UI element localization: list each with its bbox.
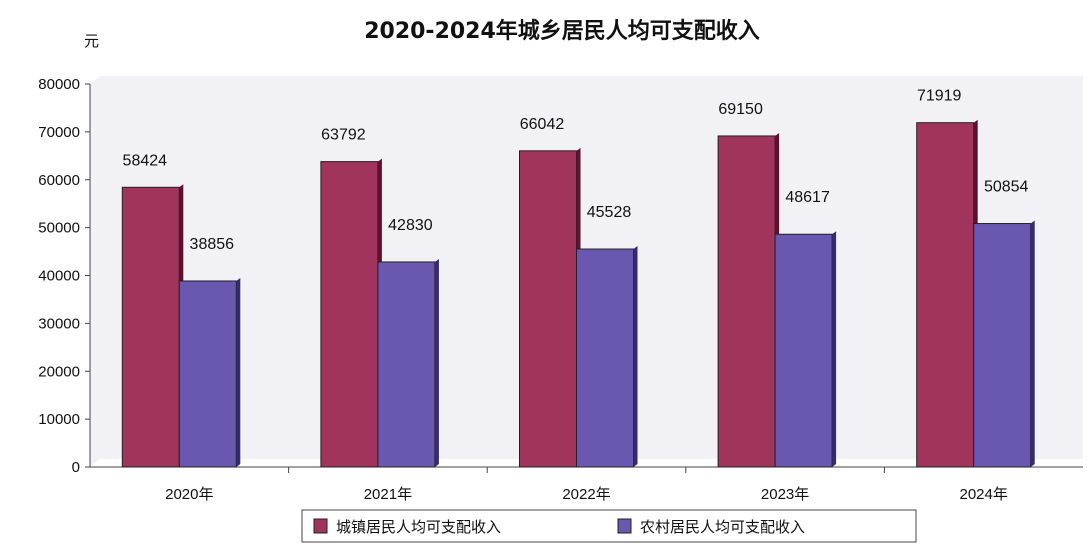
bar-rural [973,223,1032,468]
data-label-urban: 71919 [917,88,962,105]
legend-swatch [617,518,632,534]
data-label-rural: 38856 [190,236,235,253]
y-tick-label: 50000 [38,220,80,237]
bar-rural [576,248,634,468]
y-tick-label: 30000 [38,315,80,332]
bar-urban [717,135,776,468]
bars [121,119,1035,468]
chart-title: 2020-2024年城乡居民人均可支配收入 [364,18,760,44]
bar-rural [377,261,436,468]
data-label-urban: 58424 [123,152,168,169]
bar-side [236,277,241,467]
legend-item-urban: 城镇居民人均可支配收入 [336,518,501,536]
data-label-rural: 48617 [785,189,830,206]
data-label-rural: 50854 [984,179,1029,196]
legend-swatch [313,518,328,534]
bar-side [832,231,837,467]
bar-urban [121,186,180,468]
x-tick-label: 2022年 [562,486,610,503]
bar-urban [519,150,577,468]
bar-urban [916,122,975,468]
x-tick-label: 2024年 [960,486,1008,503]
x-axis: 2020年 2021年 2022年 2023年 2024年 [165,467,1008,503]
legend-item-rural: 农村居民人均可支配收入 [640,518,805,536]
bar-rural [774,233,833,468]
bar-side [1030,220,1035,467]
data-label-urban: 66042 [520,116,565,133]
bar-rural [178,280,237,468]
y-tick-label: 70000 [38,124,80,141]
y-tick-label: 60000 [38,172,80,189]
y-tick-label: 10000 [38,411,80,428]
x-tick-label: 2021年 [364,486,412,503]
y-tick-label: 0 [72,459,80,476]
data-label-urban: 69150 [718,101,763,118]
y-tick-label: 80000 [38,76,80,93]
x-tick-label: 2020年 [165,486,213,503]
data-label-rural: 45528 [587,204,632,221]
data-label-rural: 42830 [388,217,433,234]
legend: 城镇居民人均可支配收入 农村居民人均可支配收入 [301,509,917,543]
x-tick-label: 2023年 [761,486,809,503]
y-tick-label: 40000 [38,268,80,285]
bar-side [434,258,439,467]
data-label-urban: 63792 [321,127,366,144]
y-axis-unit-label: 元 [84,32,99,50]
data-labels: 58424 38856 63792 42830 66042 45528 69150 48617… [123,88,1029,253]
y-tick-label: 20000 [38,363,80,380]
bar-urban [320,161,379,468]
y-axis: 0 10000 20000 30000 40000 50000 60000 70000 8000… [38,76,90,476]
bar-side [633,246,638,467]
legend-box [301,509,917,543]
